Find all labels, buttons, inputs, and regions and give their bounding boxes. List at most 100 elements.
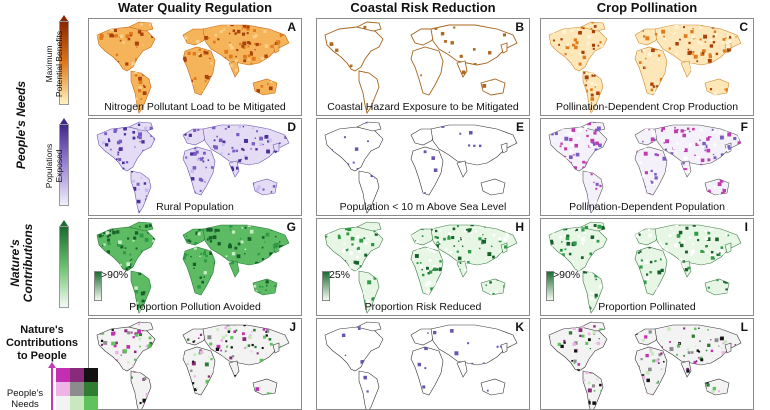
- legend-benefits-label: Maximum Potential Benefits: [44, 24, 64, 104]
- world-map: [324, 221, 518, 314]
- map-panel-e: E Population < 10 m Above Sea Level: [316, 118, 530, 216]
- landmass: [356, 321, 382, 332]
- bivariate-legend-cell: [70, 382, 84, 396]
- world-map: [548, 321, 742, 409]
- map-panel-d: D Rural Population: [88, 118, 302, 216]
- side-label-needs: People's Needs: [14, 80, 28, 170]
- map-panel-j: J: [88, 318, 302, 410]
- landmass: [252, 78, 278, 96]
- panel-letter: H: [515, 220, 524, 234]
- panel-letter: B: [515, 20, 524, 34]
- bivariate-legend-cell: [84, 396, 98, 410]
- landmass: [480, 278, 506, 296]
- panel-letter: A: [287, 20, 296, 34]
- panel-inset-label: 25%: [329, 269, 351, 281]
- landmass: [704, 78, 730, 96]
- world-map: [548, 121, 742, 214]
- landmass: [356, 221, 382, 232]
- landmass: [324, 126, 384, 172]
- column-title-coastal: Coastal Risk Reduction: [350, 0, 496, 15]
- column-title-pollination: Crop Pollination: [596, 0, 698, 15]
- landmass: [580, 321, 606, 332]
- landmass: [358, 170, 380, 214]
- world-map: [548, 221, 742, 314]
- landmass: [456, 260, 468, 278]
- landmass: [680, 360, 692, 378]
- panel-caption: Nitrogen Pollutant Load to be Mitigated: [104, 101, 286, 113]
- landmass: [582, 270, 604, 314]
- world-map: [548, 21, 742, 114]
- bivariate-legend-cell: [56, 382, 70, 396]
- map-panel-k: K: [316, 318, 530, 410]
- landmass: [582, 170, 604, 214]
- landmass: [430, 24, 518, 66]
- legend-population-bar: [59, 124, 69, 206]
- panel-caption: Pollination-Dependent Population: [569, 201, 725, 213]
- landmass: [724, 242, 732, 254]
- landmass: [182, 146, 216, 196]
- panel-letter: C: [739, 20, 748, 34]
- landmass: [704, 378, 730, 396]
- map-panel-c: C Pollination-Dependent Crop Production: [540, 18, 754, 116]
- panel-letter: L: [740, 320, 748, 334]
- panel-letter: E: [515, 120, 524, 134]
- panel-letter: J: [289, 320, 296, 334]
- landmass: [272, 342, 280, 354]
- landmass: [252, 378, 278, 396]
- landmass: [410, 146, 444, 196]
- panel-inset-label: >90%: [101, 269, 129, 281]
- landmass: [130, 370, 152, 409]
- landmass: [582, 370, 604, 409]
- landmass: [228, 260, 240, 278]
- column-title-water: Water Quality Regulation: [117, 0, 273, 15]
- landmass: [252, 278, 278, 296]
- landmass: [96, 326, 156, 372]
- bivariate-legend-cell: [70, 368, 84, 382]
- legend-population-label-line2: Exposed: [54, 149, 64, 183]
- landmass: [96, 226, 156, 272]
- side-label-contributions-line1: Nature's: [8, 239, 22, 287]
- world-map: [324, 21, 518, 115]
- landmass: [355, 21, 382, 32]
- legend-benefits-label-line2: Potential Benefits: [54, 30, 64, 98]
- landmass: [680, 60, 692, 78]
- landmass: [182, 246, 216, 296]
- landmass: [456, 360, 468, 378]
- landmass: [410, 346, 444, 396]
- landmass: [456, 160, 468, 178]
- panel-caption: Proportion Risk Reduced: [364, 301, 482, 313]
- panel-letter: F: [740, 120, 748, 134]
- world-map: [96, 121, 290, 214]
- world-map: [96, 321, 290, 409]
- side-label-contributions: Nature's Contributions: [8, 213, 35, 313]
- landmass: [358, 370, 380, 409]
- bivariate-needs-arrow: [48, 362, 56, 368]
- legend-benefits-arrow: [60, 15, 68, 21]
- bivariate-legend-cell: [56, 396, 70, 410]
- map-panel-g: G Proportion Pollution Avoided >90%: [88, 218, 302, 316]
- panel-caption: Pollination-Dependent Crop Production: [555, 101, 739, 113]
- landmass: [724, 342, 732, 354]
- panel-inset-label: >90%: [553, 269, 581, 281]
- map-panel-b: B Coastal Hazard Exposure to be Mitigated: [316, 18, 530, 116]
- bivariate-legend-title: Nature's Contributions to People: [5, 324, 79, 362]
- landmass: [704, 178, 730, 196]
- legend-contributions-arrow: [60, 220, 68, 226]
- landmass: [358, 70, 380, 115]
- legend-population-arrow: [60, 118, 68, 124]
- legend-population-label: Populations Exposed: [44, 126, 64, 206]
- panel-inset-legend-bar: [322, 271, 330, 301]
- legend-population-label-line1: Populations: [44, 143, 54, 189]
- world-map: [96, 221, 290, 314]
- landmass: [548, 26, 608, 72]
- panel-caption: Population < 10 m Above Sea Level: [339, 201, 507, 213]
- landmass: [480, 378, 506, 396]
- landmass: [128, 221, 154, 232]
- landmass: [430, 224, 518, 266]
- landmass: [704, 278, 730, 296]
- panel-letter: G: [286, 220, 296, 234]
- map-panel-l: L: [540, 318, 754, 410]
- bivariate-legend-cell: [70, 396, 84, 410]
- map-panel-f: F Pollination-Dependent Population: [540, 118, 754, 216]
- landmass: [272, 142, 280, 154]
